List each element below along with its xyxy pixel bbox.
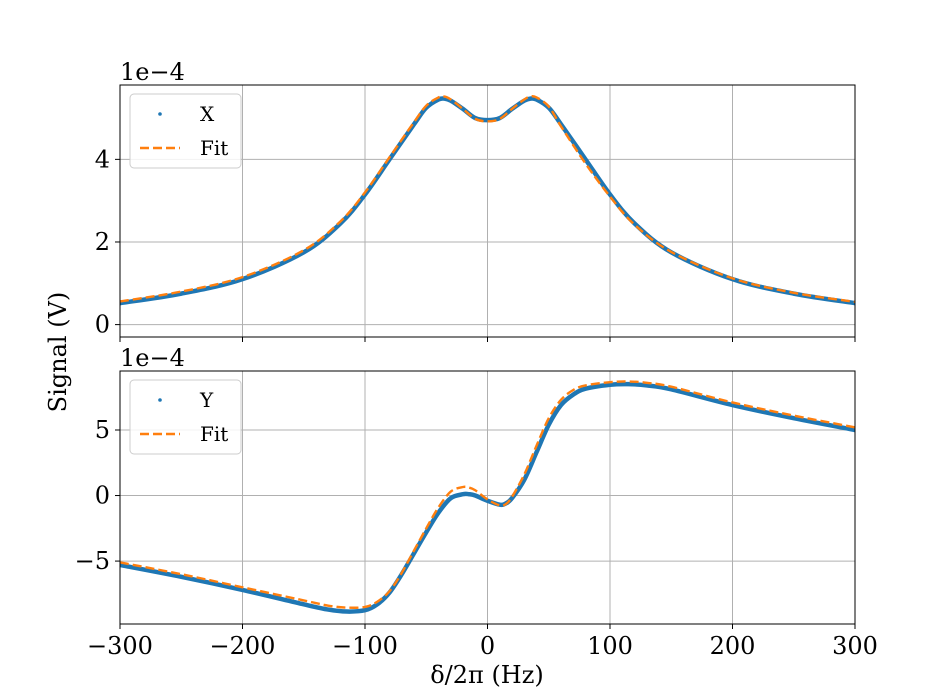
x-tick-label: 200: [710, 632, 756, 660]
legend-marker-y: [158, 398, 162, 402]
top-panel-x: 0 2 4 1e−4 X Fit: [95, 58, 856, 342]
legend-box: [129, 379, 242, 455]
legend-label-y: Y: [199, 388, 214, 412]
y-tick-label: 4: [95, 145, 110, 173]
data-series-y: [120, 381, 855, 614]
y-offset-label: 1e−4: [120, 344, 185, 372]
x-tick-label: 0: [480, 632, 495, 660]
data-series-x: [120, 96, 855, 306]
x-tick-label: 100: [587, 632, 633, 660]
x-tick-label: −200: [210, 632, 276, 660]
legend-label-fit: Fit: [200, 422, 228, 446]
legend-marker-x: [158, 112, 162, 116]
x-tick-label: −100: [332, 632, 398, 660]
y-tick-label: 2: [95, 228, 110, 256]
bottom-panel-y: −300 −200 −100 0 100 200 300 −5 0 5 1e−4 Y Fit: [75, 344, 878, 660]
y-tick-label: −5: [75, 547, 110, 575]
legend-label-x: X: [200, 102, 215, 126]
series-group: [120, 380, 855, 614]
series-group: [120, 95, 855, 306]
legend-box: [129, 93, 242, 169]
y-offset-label: 1e−4: [120, 58, 185, 86]
y-tick-label: 0: [95, 482, 110, 510]
x-axis-label: δ/2π (Hz): [430, 661, 544, 689]
legend-label-fit: Fit: [200, 136, 228, 160]
x-tick-label: −300: [87, 632, 153, 660]
x-tick-label: 300: [832, 632, 878, 660]
y-tick-label: 5: [95, 416, 110, 444]
y-tick-label: 0: [95, 311, 110, 339]
fit-series-fit: [120, 95, 855, 304]
y-axis-label: Signal (V): [44, 292, 72, 413]
fit-series-fit: [120, 380, 855, 609]
